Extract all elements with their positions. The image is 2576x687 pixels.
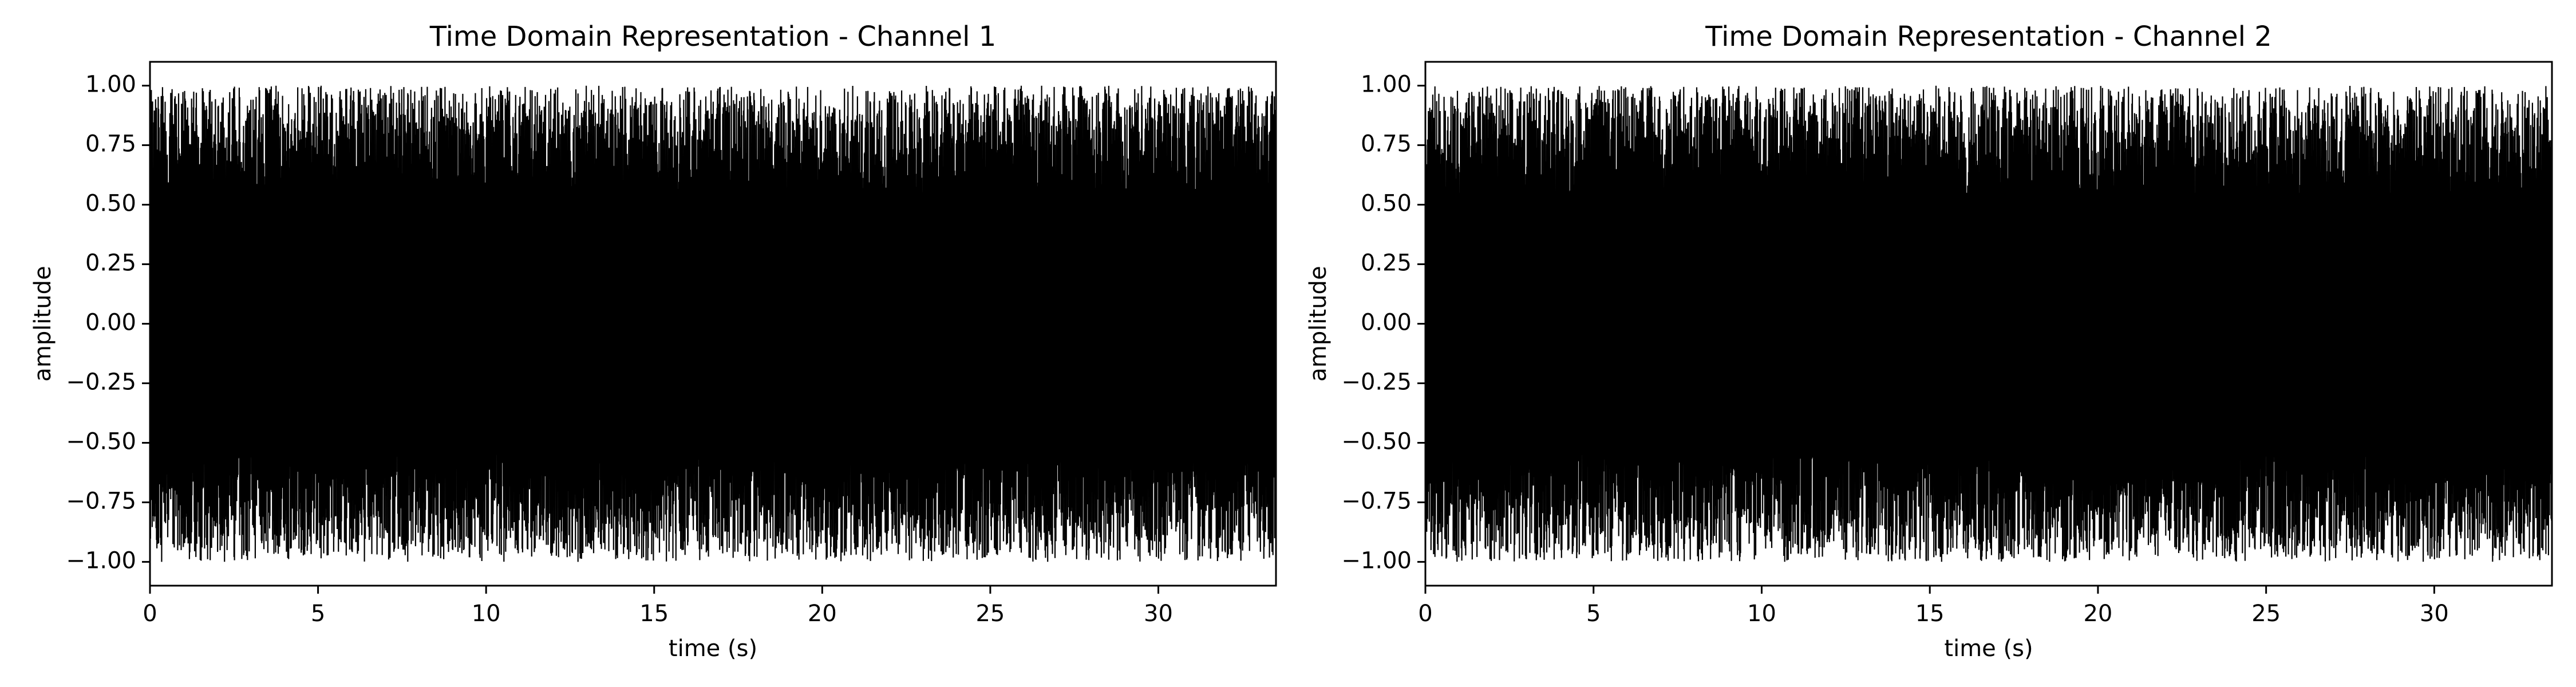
- y-tick-label: 0.25: [85, 250, 136, 277]
- x-axis-label: time (s): [1944, 635, 2033, 662]
- y-tick-label: −0.25: [66, 369, 136, 395]
- x-tick-label: 20: [2083, 601, 2112, 627]
- y-tick-label: 0.25: [1361, 250, 1412, 277]
- y-tick-label: 0.00: [1361, 310, 1412, 336]
- x-tick-label: 0: [143, 601, 157, 627]
- chart-title: Time Domain Representation - Channel 1: [429, 21, 996, 53]
- y-tick-label: 0.50: [85, 191, 136, 217]
- y-tick-label: 1.00: [1361, 72, 1412, 98]
- y-tick-label: 0.75: [1361, 131, 1412, 157]
- x-tick-label: 10: [1747, 601, 1776, 627]
- x-tick-label: 0: [1418, 601, 1432, 627]
- y-tick-label: −0.50: [1341, 428, 1412, 455]
- x-tick-label: 30: [2420, 601, 2449, 627]
- x-tick-label: 5: [1586, 601, 1601, 627]
- chart-channel-2: Time Domain Representation - Channel 2 t…: [1305, 21, 2553, 662]
- y-tick-label: −0.50: [66, 428, 136, 455]
- y-tick-label: −1.00: [66, 547, 136, 574]
- y-tick-label: −0.25: [1341, 369, 1412, 395]
- waveform-core: [157, 192, 1276, 455]
- x-axis-label: time (s): [669, 635, 757, 662]
- y-tick-label: −0.75: [1341, 488, 1412, 514]
- y-tick-label: 0.75: [85, 131, 136, 157]
- y-tick-label: 1.00: [85, 72, 136, 98]
- y-tick-label: −0.75: [66, 488, 136, 514]
- waveform-core: [1432, 192, 2552, 455]
- x-tick-label: 25: [2251, 601, 2281, 627]
- y-tick-label: 0.50: [1361, 191, 1412, 217]
- chart-title: Time Domain Representation - Channel 2: [1705, 21, 2271, 53]
- x-tick-label: 25: [975, 601, 1005, 627]
- x-tick-label: 20: [808, 601, 837, 627]
- x-tick-label: 15: [1915, 601, 1945, 627]
- x-tick-label: 10: [472, 601, 501, 627]
- x-tick-label: 15: [639, 601, 669, 627]
- x-tick-label: 30: [1144, 601, 1173, 627]
- y-tick-label: −1.00: [1341, 547, 1412, 574]
- y-tick-label: 0.00: [85, 310, 136, 336]
- chart-channel-1: Time Domain Representation - Channel 1 t…: [30, 21, 1277, 662]
- y-axis-label: amplitude: [30, 266, 56, 381]
- x-tick-label: 5: [311, 601, 325, 627]
- y-axis-label: amplitude: [1305, 266, 1332, 381]
